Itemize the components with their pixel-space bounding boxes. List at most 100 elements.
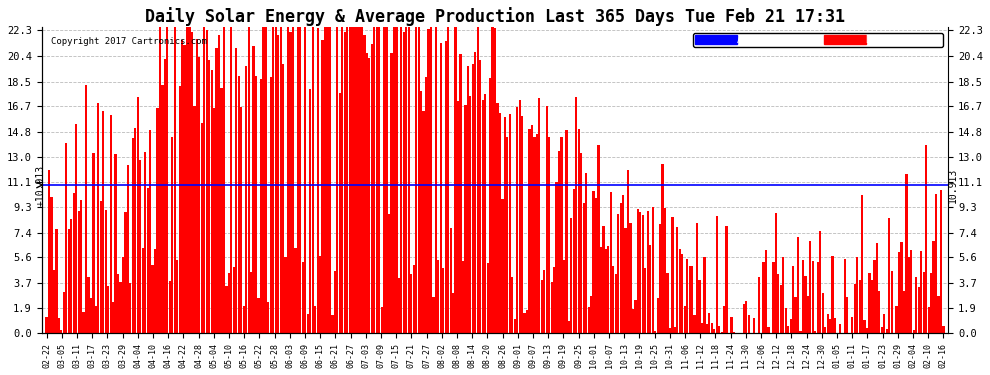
Bar	[491, 27, 494, 333]
Bar	[60, 330, 62, 333]
Bar	[277, 35, 279, 333]
Bar	[259, 79, 262, 333]
Bar	[674, 327, 676, 333]
Bar	[580, 153, 582, 333]
Bar	[405, 27, 408, 333]
Bar	[337, 27, 339, 333]
Bar	[449, 228, 451, 333]
Bar	[279, 27, 282, 333]
Bar	[243, 306, 245, 333]
Bar	[284, 257, 287, 333]
Bar	[262, 27, 264, 333]
Bar	[479, 60, 481, 333]
Bar	[168, 281, 171, 333]
Bar	[269, 77, 272, 333]
Bar	[302, 261, 304, 333]
Bar	[327, 27, 329, 333]
Bar	[873, 261, 875, 333]
Bar	[883, 314, 885, 333]
Bar	[334, 272, 336, 333]
Bar	[799, 331, 802, 333]
Bar	[443, 268, 445, 333]
Bar	[928, 307, 930, 333]
Bar	[656, 298, 658, 333]
Bar	[398, 278, 400, 333]
Bar	[373, 27, 375, 333]
Bar	[600, 247, 602, 333]
Bar	[144, 152, 147, 333]
Bar	[521, 116, 523, 333]
Bar	[299, 27, 302, 333]
Bar	[410, 274, 413, 333]
Bar	[794, 297, 797, 333]
Bar	[132, 138, 134, 333]
Bar	[46, 317, 48, 333]
Bar	[87, 277, 89, 333]
Bar	[861, 195, 863, 333]
Bar	[125, 212, 127, 333]
Bar	[395, 27, 398, 333]
Bar	[309, 89, 311, 333]
Bar	[701, 323, 703, 333]
Bar	[228, 273, 230, 333]
Bar	[592, 190, 595, 333]
Bar	[137, 98, 139, 333]
Bar	[67, 230, 70, 333]
Bar	[171, 136, 173, 333]
Bar	[390, 53, 393, 333]
Bar	[97, 103, 99, 333]
Bar	[385, 27, 388, 333]
Bar	[620, 203, 622, 333]
Bar	[248, 27, 249, 333]
Bar	[661, 164, 663, 333]
Bar	[553, 267, 555, 333]
Bar	[501, 199, 504, 333]
Bar	[287, 27, 289, 333]
Bar	[356, 27, 358, 333]
Bar	[785, 308, 787, 333]
Bar	[558, 150, 560, 333]
Bar	[117, 273, 119, 333]
Bar	[896, 306, 898, 333]
Bar	[408, 27, 410, 333]
Bar	[612, 266, 615, 333]
Title: Daily Solar Energy & Average Production Last 365 Days Tue Feb 21 17:31: Daily Solar Energy & Average Production …	[145, 7, 845, 26]
Bar	[602, 226, 605, 333]
Bar	[445, 41, 446, 333]
Bar	[252, 46, 254, 333]
Bar	[476, 27, 479, 333]
Bar	[905, 174, 908, 333]
Bar	[679, 249, 681, 333]
Bar	[469, 96, 471, 333]
Bar	[858, 280, 860, 333]
Bar	[910, 250, 913, 333]
Bar	[555, 182, 557, 333]
Legend: Average  (kWh), Daily  (kWh): Average (kWh), Daily (kWh)	[693, 33, 943, 47]
Bar	[923, 272, 925, 333]
Bar	[267, 302, 269, 333]
Bar	[474, 52, 476, 333]
Bar	[464, 105, 466, 333]
Bar	[344, 32, 346, 333]
Bar	[115, 154, 117, 333]
Bar	[471, 64, 474, 333]
Bar	[846, 297, 848, 333]
Bar	[757, 277, 759, 333]
Bar	[203, 27, 205, 333]
Bar	[272, 27, 274, 333]
Bar	[440, 43, 442, 333]
Bar	[140, 160, 142, 333]
Bar	[415, 27, 417, 333]
Bar	[930, 273, 933, 333]
Bar	[191, 32, 193, 333]
Bar	[95, 306, 97, 333]
Bar	[577, 129, 580, 333]
Bar	[625, 228, 627, 333]
Bar	[617, 214, 620, 333]
Bar	[693, 315, 696, 333]
Bar	[358, 27, 360, 333]
Bar	[802, 260, 804, 333]
Bar	[50, 197, 52, 333]
Bar	[509, 114, 511, 333]
Bar	[898, 252, 900, 333]
